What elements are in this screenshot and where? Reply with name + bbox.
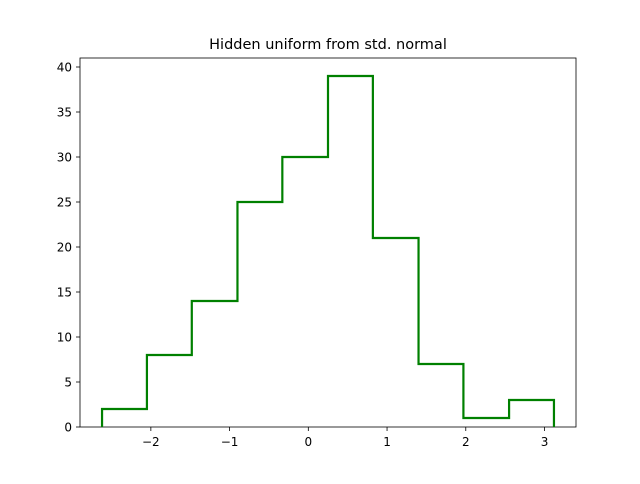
y-tick-label: 10 (57, 331, 72, 345)
histogram-step-line (100, 74, 556, 427)
histogram-bin (419, 364, 464, 427)
y-tick-label: 5 (64, 376, 72, 390)
histogram-bin (147, 355, 192, 427)
y-tick-label: 15 (57, 286, 72, 300)
x-tick-label: −1 (221, 435, 239, 449)
histogram-bin (509, 400, 554, 427)
histogram-bin (373, 238, 419, 427)
x-tick-label: −2 (142, 435, 160, 449)
y-tick-label: 0 (64, 421, 72, 435)
axes-frame (79, 57, 577, 428)
y-tick-label: 40 (57, 61, 72, 75)
histogram-bin (463, 418, 509, 427)
x-tick-label: 3 (541, 435, 549, 449)
x-tick-label: 0 (304, 435, 312, 449)
y-tick-label: 20 (57, 241, 72, 255)
histogram-bin (282, 157, 328, 427)
y-tick-label: 30 (57, 151, 72, 165)
histogram-bin (192, 301, 238, 427)
chart-title: Hidden uniform from std. normal (209, 37, 447, 53)
histogram-bin (237, 202, 282, 427)
x-tick-label: 1 (383, 435, 391, 449)
x-tick-label: 2 (462, 435, 470, 449)
histogram-bin (102, 409, 147, 427)
y-tick-label: 25 (57, 196, 72, 210)
y-tick-label: 35 (57, 106, 72, 120)
histogram-bin (328, 76, 373, 427)
